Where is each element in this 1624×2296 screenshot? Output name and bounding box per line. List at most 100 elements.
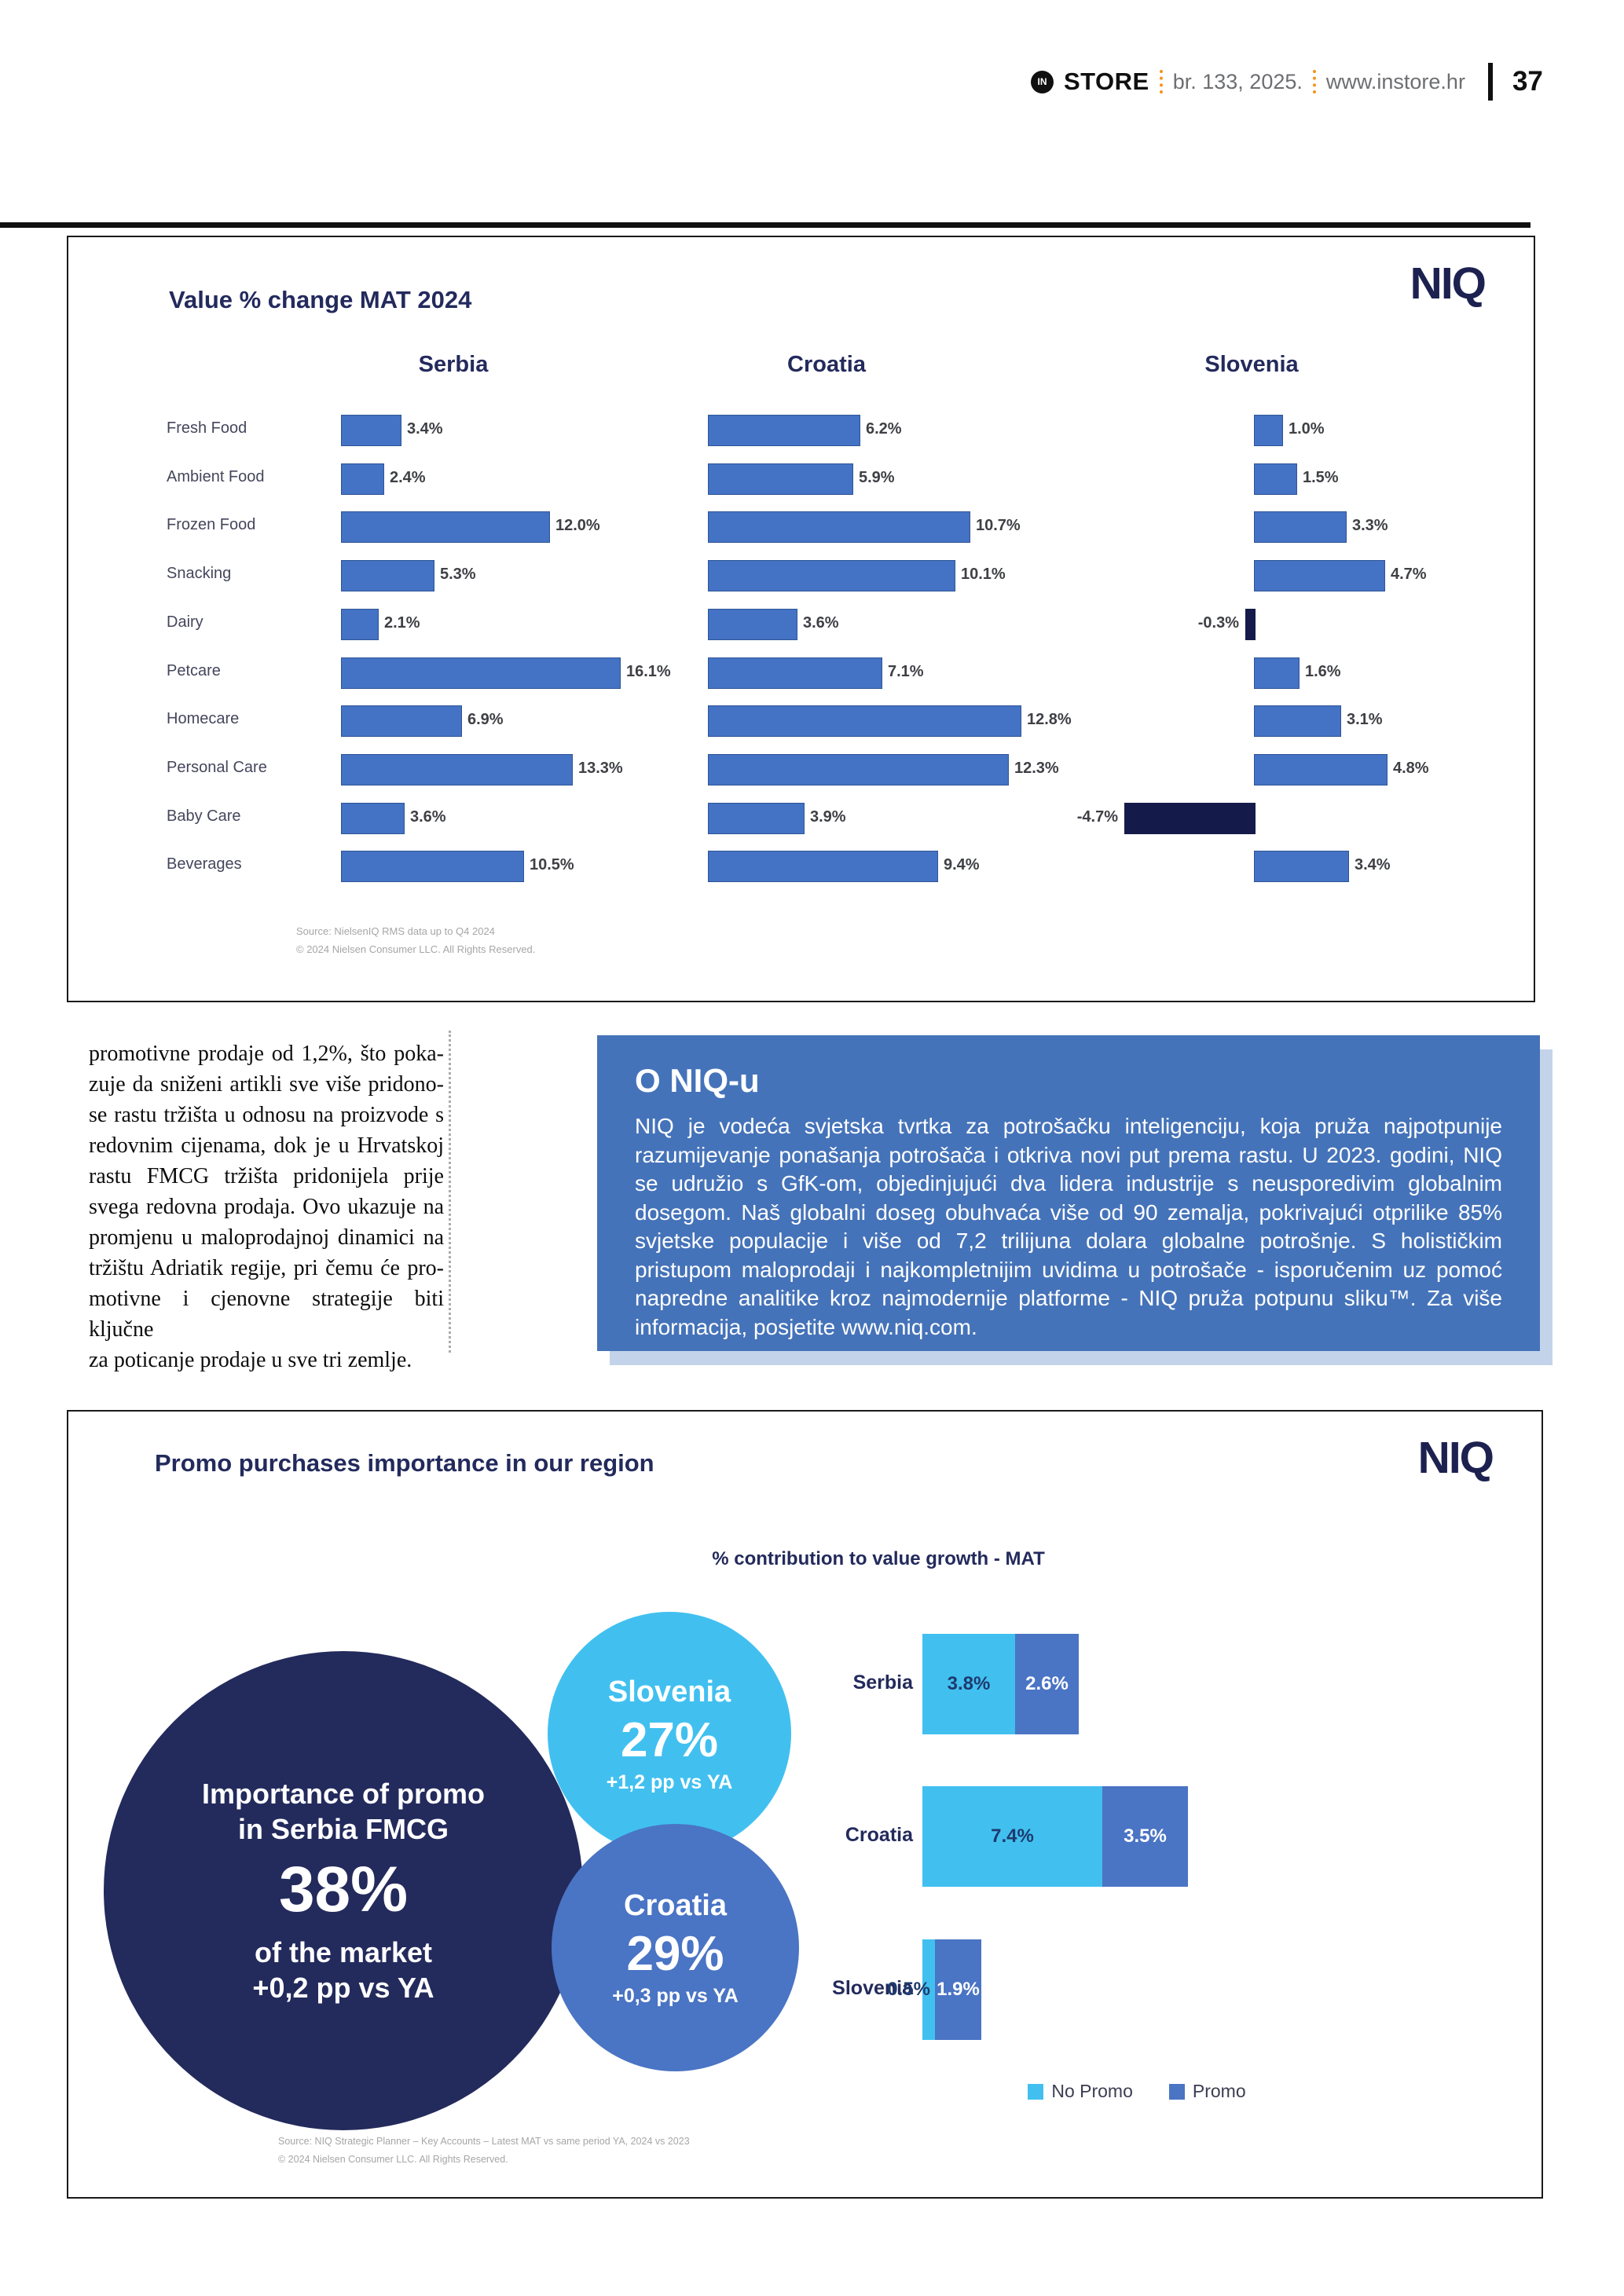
header-rule — [0, 222, 1531, 228]
paragraph-line: svega redovna prodaja. Ovo ukazuje na — [89, 1195, 444, 1219]
no-promo-swatch-icon — [1028, 2083, 1044, 2100]
category-label: Beverages — [167, 855, 242, 873]
category-label: Baby Care — [167, 807, 241, 825]
no-promo-segment — [922, 1786, 1102, 1887]
slovenia-bar — [1254, 851, 1349, 883]
value-label: 7.1% — [888, 662, 924, 680]
value-label: 13.3% — [578, 759, 623, 777]
source-line: Source: NIQ Strategic Planner – Key Acco… — [278, 2136, 690, 2147]
source-line: © 2024 Nielsen Consumer LLC. All Rights … — [296, 943, 536, 955]
value-label: 3.6% — [803, 613, 839, 632]
chart-title: Promo purchases importance in our region — [155, 1449, 654, 1477]
value-label: 5.3% — [440, 566, 476, 584]
paragraph-line: promjenu u maloprodajnoj dinamici na — [89, 1225, 444, 1250]
promo-value-label: 1.9% — [937, 1979, 980, 2000]
column-header-croatia: Croatia — [787, 352, 866, 377]
croatia-bar — [708, 705, 1021, 738]
serbia-bar — [341, 705, 462, 738]
slovenia-bar — [1245, 608, 1256, 640]
value-label: 16.1% — [626, 662, 671, 680]
promo-value-label: 3.5% — [1124, 1825, 1167, 1847]
source-line: Source: NielsenIQ RMS data up to Q4 2024 — [296, 925, 495, 937]
chart1-source: Source: NielsenIQ RMS data up to Q4 2024… — [296, 922, 535, 958]
serbia-bar — [341, 657, 621, 689]
croatia-promo-bubble: Croatia 29% +0,3 pp vs YA — [552, 1824, 799, 2071]
category-label: Petcare — [167, 661, 221, 679]
bubble-country: Croatia — [624, 1889, 727, 1922]
value-label: -0.3% — [1197, 613, 1239, 632]
serbia-bar — [341, 802, 405, 834]
value-label: 1.6% — [1305, 662, 1341, 680]
value-label: 3.4% — [407, 420, 443, 438]
slovenia-bar — [1254, 463, 1297, 495]
bar-row-label: Serbia — [852, 1672, 913, 1694]
serbia-bar — [341, 851, 524, 883]
bar-chart-subtitle: % contribution to value growth - MAT — [712, 1548, 1045, 1569]
promo-segment — [935, 1939, 981, 2040]
value-label: 3.6% — [410, 807, 446, 826]
promo-swatch-icon — [1168, 2083, 1185, 2100]
instore-logo-icon: IN — [1031, 70, 1054, 93]
value-label: 6.2% — [866, 420, 902, 438]
paragraph-line: motivne i cjenovne strategije biti ključ… — [89, 1287, 444, 1342]
no-promo-value-label: 0.5% — [887, 1979, 930, 2000]
bubble-value: 29% — [626, 1927, 724, 1981]
column-header-slovenia: Slovenia — [1204, 352, 1299, 377]
bar-row-label: Croatia — [845, 1824, 913, 1846]
page-number: 37 — [1512, 66, 1543, 97]
legend-item: No Promo — [1028, 2081, 1133, 2102]
value-label: 12.3% — [1014, 759, 1059, 777]
chart2-source: Source: NIQ Strategic Planner – Key Acco… — [278, 2133, 690, 2169]
chart-value-change: Value % change MAT 2024 NIQ Serbia Croat… — [67, 236, 1535, 1002]
category-label: Fresh Food — [167, 419, 247, 437]
no-promo-value-label: 7.4% — [991, 1825, 1034, 1847]
slovenia-bar — [1254, 753, 1388, 785]
value-label: 10.7% — [976, 517, 1021, 535]
value-label: 3.1% — [1347, 711, 1383, 729]
chart2-legend: No Promo Promo — [933, 2081, 1341, 2102]
niq-info-box: O NIQ-u NIQ je vodeća svjetska tvrtka za… — [597, 1035, 1540, 1351]
header-separator-icon — [1312, 70, 1316, 93]
croatia-bar — [708, 608, 797, 640]
promo-value-label: 2.6% — [1025, 1673, 1069, 1694]
slovenia-bar — [1254, 511, 1347, 544]
value-label: 3.4% — [1355, 856, 1391, 874]
value-label: 1.0% — [1289, 420, 1325, 438]
value-label: 2.1% — [384, 613, 420, 632]
article-paragraph: promotivne prodaje od 1,2%, što poka-zuj… — [89, 1038, 444, 1375]
serbia-bar — [341, 608, 379, 640]
paragraph-line: promotivne prodaje od 1,2%, što poka- — [89, 1042, 444, 1066]
category-label: Snacking — [167, 565, 232, 583]
value-label: 6.9% — [467, 711, 504, 729]
column-header-serbia: Serbia — [418, 352, 489, 377]
legend-label: Promo — [1192, 2081, 1246, 2101]
bubble-caption: Importance of promo — [201, 1778, 486, 1810]
source-line: © 2024 Nielsen Consumer LLC. All Rights … — [278, 2154, 508, 2165]
chart2-plot: Serbia 3.8% 2.6% Croatia 7.4% 3.5% Slovenia 0.5… — [68, 1412, 1542, 2197]
paragraph-line: tržištu Adriatik regije, pri čemu će pro… — [89, 1256, 444, 1280]
slovenia-bar — [1124, 802, 1256, 834]
croatia-bar — [708, 802, 805, 834]
paragraph-line: redovnim cijenama, dok je u Hrvatskoj — [89, 1133, 444, 1158]
website-url: www.instore.hr — [1325, 69, 1465, 93]
value-label: 12.8% — [1027, 711, 1072, 729]
croatia-bar — [708, 560, 955, 592]
promo-segment — [1015, 1634, 1079, 1734]
bubble-value: 27% — [620, 1712, 719, 1767]
niq-box-body: NIQ je vodeća svjetska tvrtka za potroša… — [635, 1114, 1502, 1339]
promo-segment — [1102, 1786, 1188, 1887]
slovenia-bar — [1254, 657, 1300, 689]
paragraph-line: zuje da sniženi artikli sve više pridono… — [89, 1072, 444, 1097]
category-label: Frozen Food — [167, 516, 256, 534]
bubble-caption: in Serbia FMCG — [237, 1813, 449, 1845]
value-label: 2.4% — [390, 468, 426, 486]
serbia-bar — [341, 463, 384, 495]
no-promo-segment — [922, 1634, 1015, 1734]
niq-logo: NIQ — [1410, 258, 1487, 309]
header-divider-bar — [1487, 63, 1493, 101]
legend-label: No Promo — [1051, 2081, 1133, 2101]
croatia-bar — [708, 753, 1009, 785]
croatia-bar — [708, 851, 938, 883]
category-label: Homecare — [167, 710, 240, 728]
